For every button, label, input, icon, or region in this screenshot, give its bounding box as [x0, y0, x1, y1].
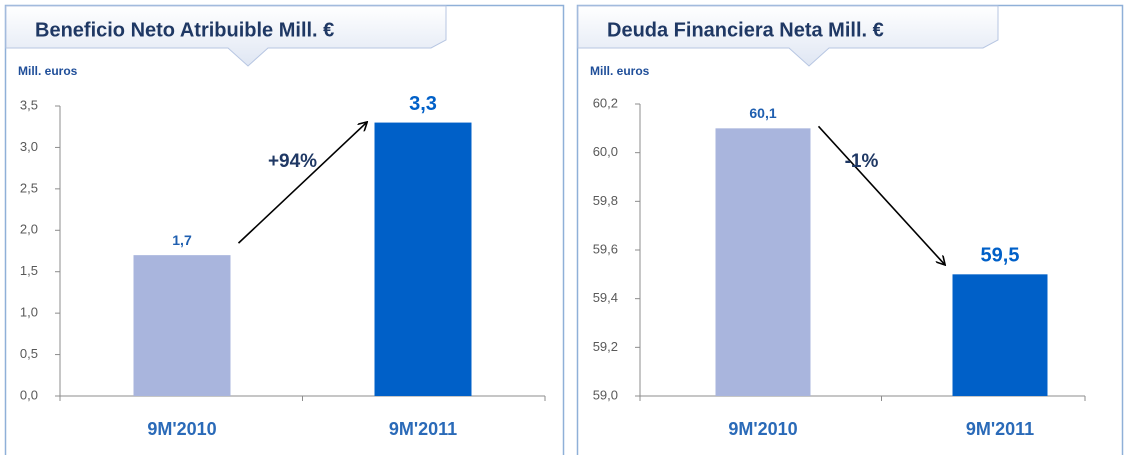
title-tab — [5, 5, 447, 67]
bar — [952, 274, 1048, 396]
unit-label: Mill. euros — [18, 64, 78, 78]
y-tick-label: 2,5 — [20, 180, 38, 195]
chart-title: Deuda Financiera Neta Mill. € — [607, 19, 884, 41]
arrow — [237, 123, 367, 244]
y-tick-label: 60,2 — [593, 95, 618, 110]
y-tick-label: 59,4 — [593, 290, 618, 305]
annotation: -1% — [845, 151, 879, 172]
y-tick-label: 59,8 — [593, 193, 618, 208]
y-tick-label: 2,0 — [20, 222, 38, 237]
x-tick-label: 9M'2010 — [147, 419, 216, 439]
y-tick-label: 3,5 — [20, 97, 38, 112]
annotation: +94% — [268, 151, 317, 172]
panel — [4, 4, 565, 460]
y-tick-label: 1,0 — [20, 305, 38, 320]
y-tick-label: 3,0 — [20, 139, 38, 154]
y-tick-label: 0,0 — [20, 387, 38, 402]
value-label: 59,5 — [981, 245, 1020, 267]
y-tick-label: 0,5 — [20, 346, 38, 361]
bar — [374, 122, 472, 397]
unit-label: Mill. euros — [590, 64, 650, 78]
chart-title: Beneficio Neto Atribuible Mill. € — [35, 19, 334, 41]
y-tick-label: 1,5 — [20, 263, 38, 278]
value-label: 3,3 — [409, 93, 437, 115]
bar — [715, 128, 811, 397]
y-tick-label: 59,0 — [593, 387, 618, 402]
value-label: 60,1 — [749, 105, 776, 121]
y-tick-label: 60,0 — [593, 144, 618, 159]
bar — [133, 255, 231, 396]
x-tick-label: 9M'2011 — [966, 419, 1034, 439]
title-tab — [577, 5, 999, 67]
y-tick-label: 59,2 — [593, 339, 618, 354]
x-tick-label: 9M'2010 — [728, 419, 797, 439]
x-tick-label: 9M'2011 — [389, 419, 457, 439]
y-tick-label: 59,6 — [593, 241, 618, 256]
value-label: 1,7 — [172, 232, 192, 248]
arrow — [817, 125, 945, 264]
